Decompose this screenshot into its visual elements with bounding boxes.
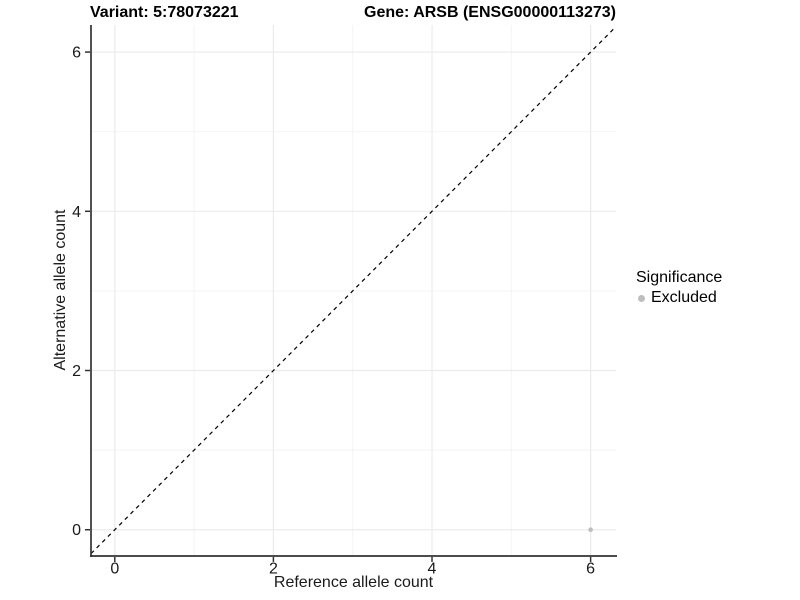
legend: Significance Excluded (636, 268, 722, 308)
legend-key-dot-icon (638, 294, 645, 302)
x-axis-title: Reference allele count (273, 574, 434, 591)
legend-item-label: Excluded (651, 289, 717, 306)
y-tick-label: 6 (72, 45, 81, 62)
identity-reference-line (90, 26, 617, 555)
x-tick-label: 6 (586, 561, 595, 578)
plot-title-gene: Gene: ARSB (ENSG00000113273) (364, 4, 616, 21)
data-point (588, 527, 593, 533)
y-tick-label: 4 (72, 204, 81, 221)
x-tick-label: 2 (269, 561, 278, 578)
plot-title-variant: Variant: 5:78073221 (90, 4, 239, 21)
x-tick-label: 4 (428, 561, 437, 578)
legend-item-excluded: Excluded (636, 288, 722, 308)
legend-title: Significance (636, 269, 723, 286)
y-axis-title: Alternative allele count (52, 209, 69, 371)
y-tick-label: 2 (72, 363, 81, 380)
y-tick-label: 0 (72, 522, 81, 539)
x-tick-label: 0 (110, 561, 119, 578)
